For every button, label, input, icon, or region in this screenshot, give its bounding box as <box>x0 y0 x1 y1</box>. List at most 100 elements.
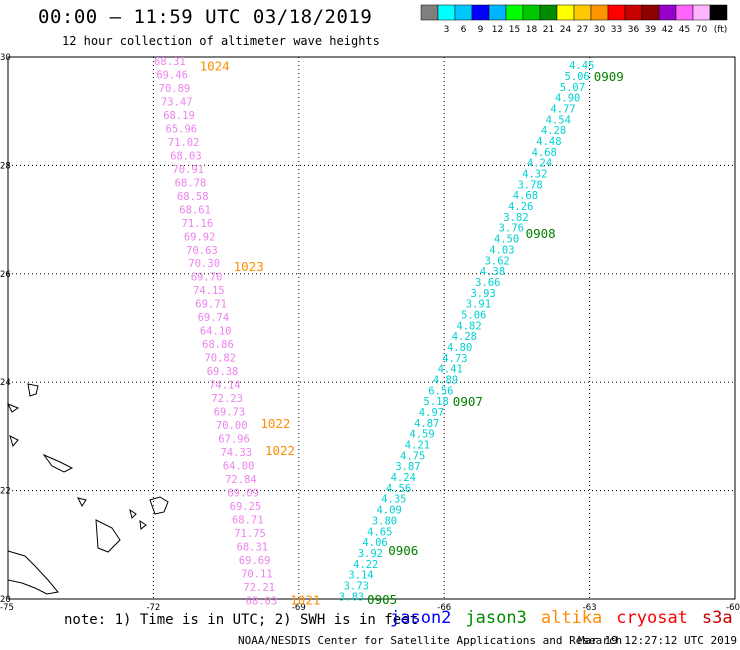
colorbar-tick-label: 42 <box>662 25 673 35</box>
jason3-wave-height-label: 3.93 <box>470 288 495 300</box>
colorbar-swatch <box>522 4 541 21</box>
jason3-wave-height-label: 3.73 <box>344 580 369 592</box>
credit-line: NOAA/NESDIS Center for Satellite Applica… <box>238 634 623 647</box>
altika-wave-height-label: 67.96 <box>218 434 250 446</box>
x-tick-label: -69 <box>292 603 306 613</box>
jason3-wave-height-label: 4.87 <box>414 418 439 430</box>
altika-wave-height-label: 72.21 <box>243 582 275 594</box>
altika-wave-height-label: 68.03 <box>246 595 278 607</box>
altika-wave-height-label: 69.92 <box>184 231 216 243</box>
jason3-wave-height-label: 3.91 <box>466 299 491 311</box>
footnote: note: 1) Time is in UTC; 2) SWH is in fe… <box>64 612 419 628</box>
altika-pass-time-label: 1023 <box>234 259 264 274</box>
jason3-wave-height-label: 4.68 <box>513 190 538 202</box>
jason3-wave-height-label: 3.83 <box>339 591 364 603</box>
altika-wave-height-label: 64.10 <box>200 326 232 338</box>
colorbar-swatch <box>590 4 609 21</box>
jason3-wave-height-label: 4.73 <box>442 353 467 365</box>
colorbar-swatch <box>505 4 524 21</box>
jason3-wave-height-label: 4.24 <box>527 158 552 170</box>
altika-wave-height-label: 72.23 <box>211 393 243 405</box>
jason3-wave-height-label: 4.06 <box>362 537 387 549</box>
jason3-wave-height-label: 3.82 <box>503 212 528 224</box>
jason3-wave-height-label: 4.65 <box>367 526 392 538</box>
colorbar-tick-label: 27 <box>577 25 588 35</box>
altika-pass-time-label: 1022 <box>265 443 295 458</box>
colorbar-tick-label: 36 <box>628 25 640 35</box>
altika-wave-height-label: 70.63 <box>186 245 218 257</box>
colorbar-swatch <box>675 4 694 21</box>
altika-wave-height-label: 65.96 <box>166 123 198 135</box>
colorbar-swatch <box>539 4 558 21</box>
x-tick-label: -60 <box>726 603 740 613</box>
altika-wave-height-label: 68.78 <box>175 177 207 189</box>
jason3-wave-height-label: 4.26 <box>508 201 533 213</box>
colorbar-tick-label: 3 <box>444 25 450 35</box>
altika-wave-height-label: 74.15 <box>193 285 225 297</box>
altika-pass-time-label: 1021 <box>290 592 320 607</box>
altika-pass-time-label: 1022 <box>260 416 290 431</box>
jason3-wave-height-label: 4.21 <box>405 440 430 452</box>
colorbar-unit-label: (ft) <box>714 25 728 35</box>
jason3-wave-height-label: 4.38 <box>480 266 505 278</box>
altika-wave-height-label: 70.82 <box>204 353 236 365</box>
colorbar-swatch <box>641 4 660 21</box>
jason3-wave-height-label: 4.41 <box>438 364 463 376</box>
altika-wave-height-label: 69.38 <box>207 366 239 378</box>
jason3-wave-height-label: 4.59 <box>409 429 434 441</box>
jason3-wave-height-label: 4.97 <box>419 407 444 419</box>
altika-wave-height-label: 68.71 <box>232 514 264 526</box>
colorbar-swatch <box>709 4 728 21</box>
y-tick-label: 22 <box>0 487 11 497</box>
jason3-wave-height-label: 3.78 <box>517 179 542 191</box>
altika-wave-height-label: 74.14 <box>209 380 241 392</box>
x-tick-label: -63 <box>583 603 597 613</box>
jason3-wave-height-label: 5.18 <box>424 396 449 408</box>
land-outline <box>139 519 147 530</box>
colorbar-tick-label: 24 <box>560 25 572 35</box>
altika-wave-height-label: 68.31 <box>154 56 186 68</box>
colorbar-tick-label: 39 <box>645 25 657 35</box>
jason3-wave-height-label: 4.75 <box>400 450 425 462</box>
altika-wave-height-label: 70.11 <box>241 568 273 580</box>
altika-wave-height-label: 74.33 <box>220 447 252 459</box>
altika-wave-height-label: 69.74 <box>198 312 230 324</box>
jason3-wave-height-label: 4.45 <box>569 60 594 72</box>
timestamp: Mar 19 12:27:12 UTC 2019 <box>578 634 737 647</box>
page-title: 00:00 – 11:59 UTC 03/18/2019 <box>38 6 373 28</box>
altika-wave-height-label: 64.00 <box>223 460 255 472</box>
jason3-wave-height-label: 5.06 <box>564 71 589 83</box>
land-outline <box>9 435 19 448</box>
altika-wave-height-label: 73.47 <box>161 96 193 108</box>
altika-wave-height-label: 70.30 <box>188 258 220 270</box>
jason3-pass-time-label: 0906 <box>388 543 418 558</box>
jason3-wave-height-label: 4.82 <box>456 320 481 332</box>
map-frame <box>7 56 736 600</box>
altika-wave-height-label: 68.61 <box>179 204 211 216</box>
altika-wave-height-label: 68.31 <box>237 541 269 553</box>
jason3-wave-height-label: 5.06 <box>461 309 486 321</box>
y-tick-label: 26 <box>0 270 11 280</box>
land-outline <box>77 497 87 507</box>
x-tick-label: -72 <box>146 603 160 613</box>
colorbar-tick-label: 21 <box>543 25 554 35</box>
altika-wave-height-label: 70.91 <box>172 164 204 176</box>
altika-wave-height-label: 68.03 <box>170 150 202 162</box>
land-outline <box>42 453 74 473</box>
altika-wave-height-label: 71.16 <box>182 218 214 230</box>
jason3-wave-height-label: 4.68 <box>532 147 557 159</box>
jason3-wave-height-label: 6.56 <box>428 385 453 397</box>
altika-wave-height-label: 68.86 <box>202 339 234 351</box>
colorbar-tick-label: 30 <box>594 25 606 35</box>
jason3-wave-height-label: 5.07 <box>560 82 585 94</box>
jason3-wave-height-label: 4.48 <box>536 136 561 148</box>
colorbar-swatch <box>573 4 592 21</box>
colorbar-swatch <box>624 4 643 21</box>
jason3-wave-height-label: 4.22 <box>353 559 378 571</box>
jason3-wave-height-label: 4.77 <box>550 103 575 115</box>
altika-wave-height-label: 69.69 <box>239 555 271 567</box>
y-tick-label: 28 <box>0 161 11 171</box>
colorbar-tick-label: 45 <box>679 25 690 35</box>
colorbar-tick-label: 12 <box>492 25 503 35</box>
